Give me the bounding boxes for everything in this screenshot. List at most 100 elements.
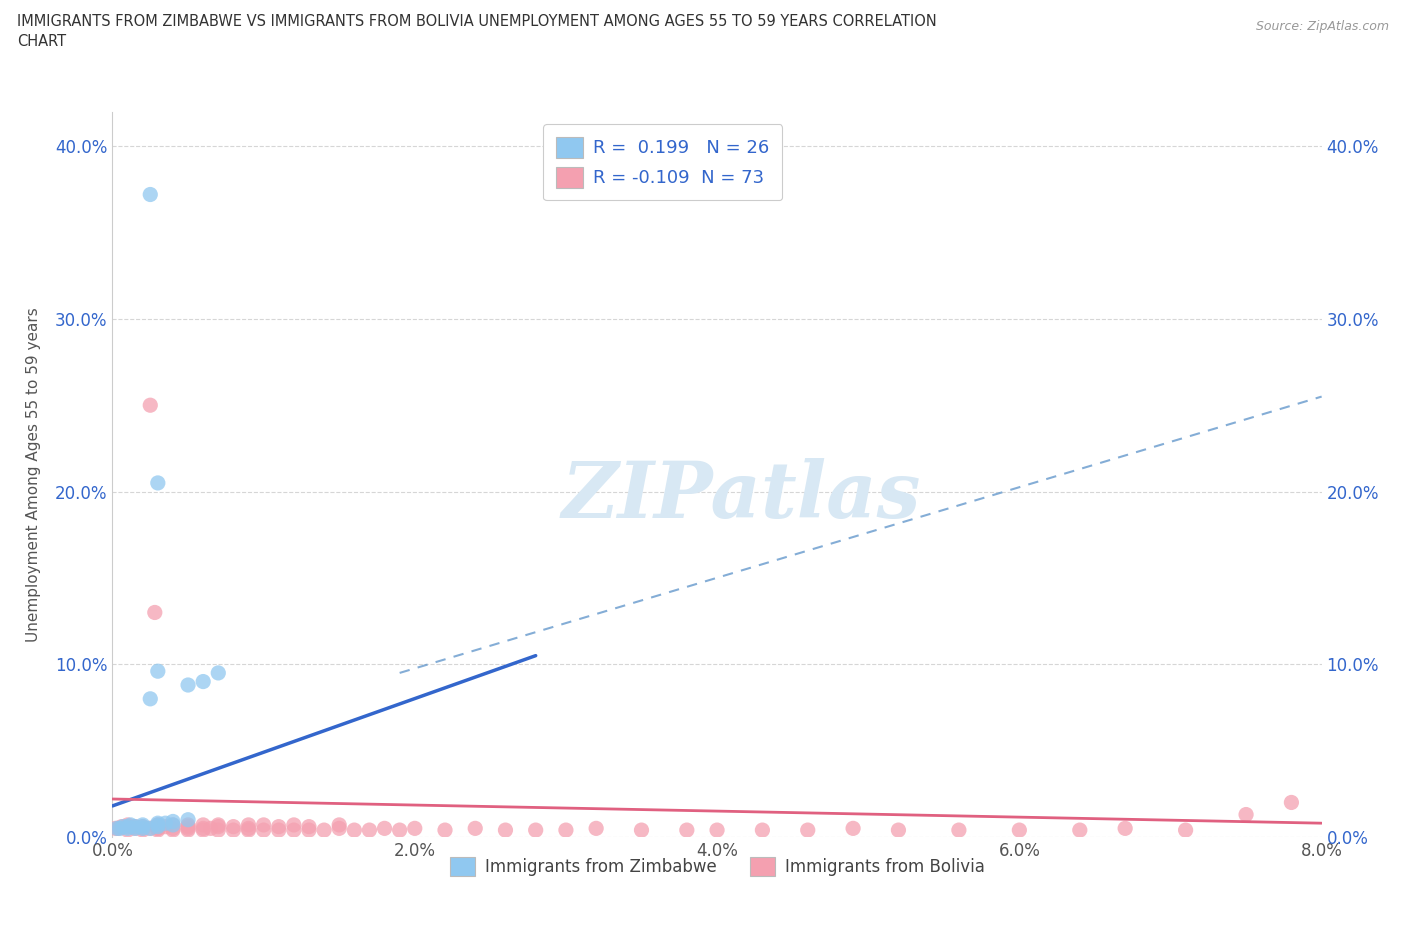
Point [948, 823, 970, 838]
Point [162, 817, 184, 832]
Point [146, 823, 169, 838]
Point [146, 819, 169, 834]
Point [191, 821, 215, 836]
Text: IMMIGRANTS FROM ZIMBABWE VS IMMIGRANTS FROM BOLIVIA UNEMPLOYMENT AMONG AGES 55 T: IMMIGRANTS FROM ZIMBABWE VS IMMIGRANTS F… [17, 14, 936, 29]
Point [143, 605, 166, 620]
Point [1174, 823, 1197, 838]
Point [388, 823, 411, 838]
Point [1008, 823, 1031, 838]
Point [177, 678, 200, 693]
Point [238, 823, 260, 838]
Point [433, 823, 456, 838]
Point [146, 475, 169, 490]
Point [124, 819, 146, 834]
Point [146, 821, 169, 836]
Point [146, 817, 169, 832]
Point [842, 821, 865, 836]
Point [104, 821, 127, 836]
Point [404, 821, 426, 836]
Point [139, 821, 162, 836]
Point [312, 823, 335, 838]
Point [132, 823, 155, 838]
Point [207, 819, 229, 834]
Point [177, 823, 200, 838]
Point [328, 817, 350, 832]
Point [177, 821, 200, 836]
Point [359, 823, 381, 838]
Point [155, 819, 177, 834]
Point [146, 821, 169, 836]
Point [222, 819, 245, 834]
Point [112, 819, 135, 834]
Legend: Immigrants from Zimbabwe, Immigrants from Bolivia: Immigrants from Zimbabwe, Immigrants fro… [443, 851, 991, 884]
Point [146, 819, 169, 834]
Text: CHART: CHART [17, 34, 66, 49]
Point [207, 817, 229, 832]
Point [1234, 807, 1257, 822]
Point [267, 819, 290, 834]
Point [177, 817, 200, 832]
Point [132, 819, 155, 834]
Point [222, 823, 245, 838]
Point [1069, 823, 1091, 838]
Point [751, 823, 773, 838]
Point [110, 819, 132, 834]
Point [706, 823, 728, 838]
Point [1114, 821, 1136, 836]
Point [155, 816, 177, 830]
Point [298, 819, 321, 834]
Point [524, 823, 547, 838]
Point [117, 817, 139, 832]
Point [630, 823, 652, 838]
Point [191, 817, 215, 832]
Point [107, 821, 129, 836]
Point [132, 821, 155, 836]
Point [162, 814, 184, 829]
Text: Source: ZipAtlas.com: Source: ZipAtlas.com [1256, 20, 1389, 33]
Point [117, 819, 139, 834]
Point [139, 398, 162, 413]
Point [146, 816, 169, 830]
Point [132, 817, 155, 832]
Point [191, 823, 215, 838]
Point [139, 821, 162, 836]
Point [238, 817, 260, 832]
Point [120, 817, 142, 832]
Point [162, 821, 184, 836]
Point [124, 819, 146, 834]
Point [146, 817, 169, 832]
Point [191, 674, 215, 689]
Point [124, 821, 146, 836]
Point [887, 823, 910, 838]
Point [177, 819, 200, 834]
Point [200, 821, 222, 836]
Point [267, 823, 290, 838]
Point [283, 817, 305, 832]
Point [1279, 795, 1302, 810]
Point [139, 691, 162, 706]
Point [796, 823, 818, 838]
Point [162, 817, 184, 832]
Y-axis label: Unemployment Among Ages 55 to 59 years: Unemployment Among Ages 55 to 59 years [27, 307, 41, 642]
Point [132, 821, 155, 836]
Point [207, 823, 229, 838]
Point [105, 821, 128, 836]
Point [177, 812, 200, 827]
Point [554, 823, 576, 838]
Point [585, 821, 607, 836]
Point [253, 817, 276, 832]
Point [117, 821, 139, 836]
Point [298, 823, 321, 838]
Point [117, 819, 139, 834]
Point [207, 666, 229, 681]
Point [162, 823, 184, 838]
Point [253, 823, 276, 838]
Point [238, 821, 260, 836]
Text: ZIPatlas: ZIPatlas [561, 458, 921, 535]
Point [283, 823, 305, 838]
Point [675, 823, 697, 838]
Point [464, 821, 486, 836]
Point [117, 823, 139, 838]
Point [495, 823, 517, 838]
Point [124, 821, 146, 836]
